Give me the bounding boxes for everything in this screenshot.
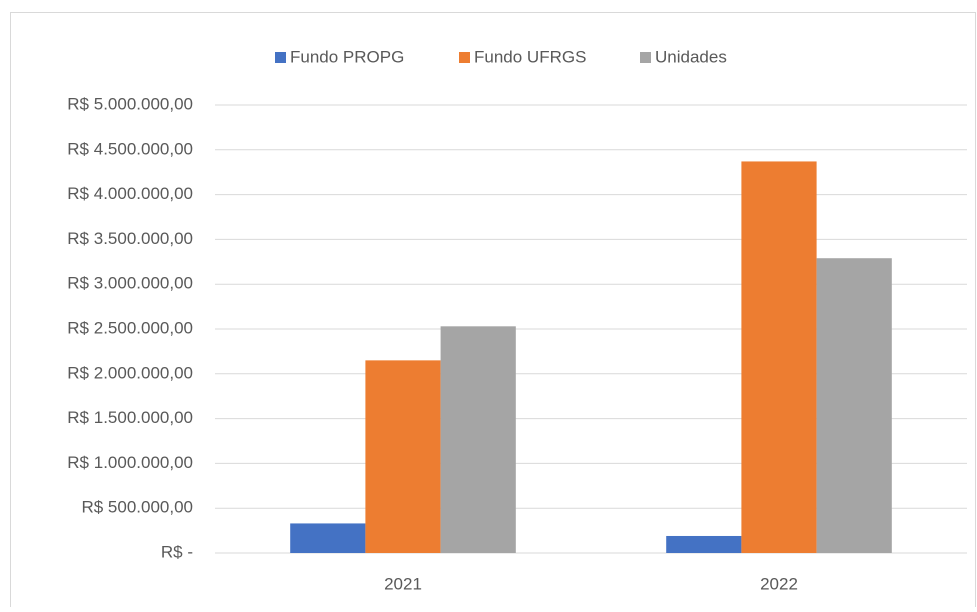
y-tick-label: R$ 1.500.000,00 xyxy=(67,408,193,427)
legend-swatch xyxy=(275,52,286,63)
bar xyxy=(365,360,441,553)
y-tick-label: R$ - xyxy=(161,542,193,561)
y-tick-label: R$ 3.500.000,00 xyxy=(67,229,193,248)
legend-swatch xyxy=(640,52,651,63)
y-tick-label: R$ 2.500.000,00 xyxy=(67,318,193,337)
legend-label: Fundo PROPG xyxy=(290,47,404,66)
legend-swatch xyxy=(459,52,470,63)
legend-label: Unidades xyxy=(655,47,727,66)
y-tick-label: R$ 4.000.000,00 xyxy=(67,184,193,203)
bar xyxy=(666,535,742,553)
bar xyxy=(816,258,892,553)
bar xyxy=(741,161,817,553)
x-tick-label: 2022 xyxy=(760,574,798,593)
y-tick-label: R$ 4.500.000,00 xyxy=(67,139,193,158)
y-tick-label: R$ 5.000.000,00 xyxy=(67,94,193,113)
y-tick-label: R$ 2.000.000,00 xyxy=(67,363,193,382)
bar xyxy=(290,523,366,553)
y-tick-label: R$ 500.000,00 xyxy=(81,498,193,517)
y-tick-label: R$ 1.000.000,00 xyxy=(67,453,193,472)
legend-label: Fundo UFRGS xyxy=(474,47,586,66)
bar xyxy=(440,326,516,553)
y-tick-label: R$ 3.000.000,00 xyxy=(67,274,193,293)
x-tick-label: 2021 xyxy=(384,574,422,593)
